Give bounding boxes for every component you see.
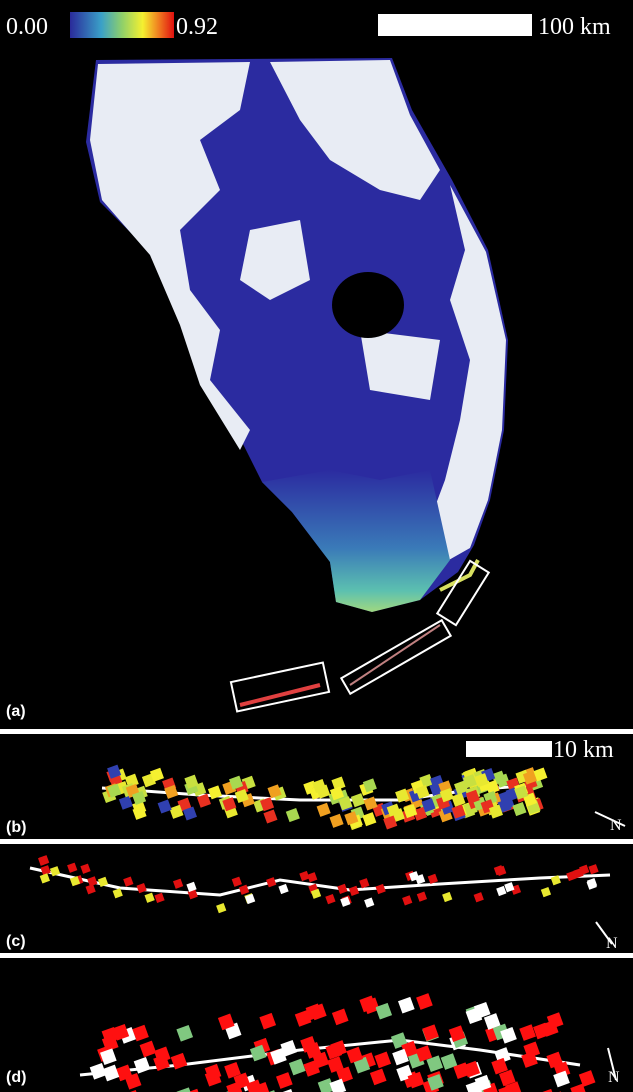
figure: 0.00 0.92 100 km (a) 10 km (b) (c) (d) N… [0,0,633,1092]
scale-label: 100 km [538,14,611,40]
north-label: N [608,1069,620,1086]
scale-label: 10 km [553,737,614,763]
scale-bar [378,14,532,36]
north-label: N [606,935,618,952]
panel-label: (d) [6,1069,26,1086]
panel-label: (c) [6,933,26,950]
page: {"colorbar": {"min_label": "0.00", "max_… [0,0,633,1092]
north-label: N [610,817,622,834]
panel-label: (a) [6,703,26,720]
urban-area [360,330,440,400]
colorbar-min: 0.00 [6,14,48,40]
scale-bar [466,741,552,757]
panel-label: (b) [6,819,26,836]
colorbar-max: 0.92 [176,14,218,40]
lake-okeechobee [332,272,404,338]
panel-c [0,844,633,953]
colorbar [70,12,174,38]
